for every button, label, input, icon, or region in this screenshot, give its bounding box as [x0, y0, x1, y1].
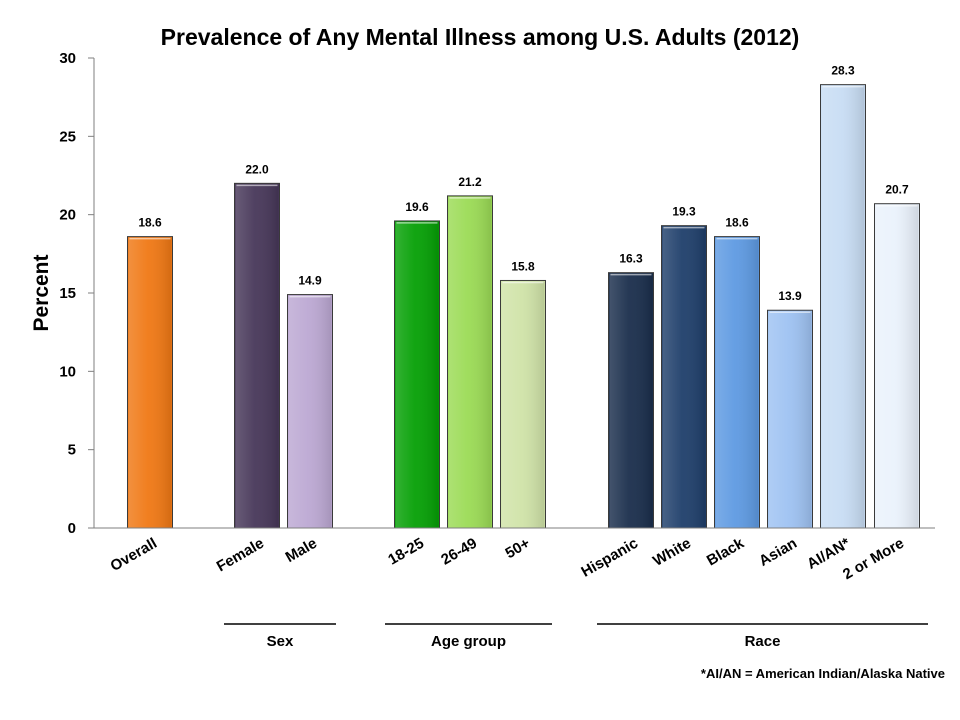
- data-label: 20.7: [885, 183, 909, 197]
- bar-highlight: [662, 226, 706, 528]
- x-tick-label: Asian: [756, 535, 800, 570]
- data-label: 22.0: [245, 162, 269, 176]
- y-tick-label: 25: [59, 128, 76, 145]
- x-tick-label: Overall: [107, 535, 160, 575]
- x-tick-label: 18-25: [385, 535, 427, 569]
- bar-highlight: [875, 204, 919, 528]
- data-label: 28.3: [831, 64, 855, 78]
- bar-highlight: [715, 237, 759, 528]
- y-tick-label: 20: [59, 207, 76, 224]
- axis-lines: [93, 58, 935, 529]
- bar-highlight: [128, 237, 172, 528]
- group-label: Sex: [267, 633, 294, 650]
- bar-highlight: [609, 273, 653, 528]
- bar-highlight: [288, 295, 332, 528]
- data-label: 19.3: [672, 205, 696, 219]
- data-label: 16.3: [619, 252, 643, 266]
- y-axis-label: Percent: [30, 254, 53, 331]
- bar-highlight: [821, 85, 865, 528]
- data-label: 18.6: [138, 216, 162, 230]
- data-label: 21.2: [458, 175, 482, 189]
- y-tick-label: 30: [59, 50, 76, 67]
- data-label: 14.9: [298, 274, 322, 288]
- data-label: 18.6: [725, 216, 749, 230]
- bar-highlight: [235, 184, 279, 529]
- data-label: 19.6: [405, 200, 429, 214]
- x-axis: Overall Female Male 18-25 26-49 50+ Hispanic Wh…: [107, 534, 907, 583]
- bar-highlight: [448, 196, 492, 528]
- bars: 18.6 22.0 14.9 19.6 21.2 15.8 16.3 19.3 18.6 13.9…: [127, 64, 920, 529]
- x-tick-label: Male: [283, 535, 320, 566]
- y-axis: 0 5 10 15 20 25 30: [59, 50, 94, 537]
- data-label: 15.8: [511, 259, 535, 273]
- y-tick-label: 15: [59, 285, 76, 302]
- y-tick-label: 0: [68, 520, 76, 537]
- x-tick-label: Black: [704, 534, 748, 569]
- chart-title: Prevalence of Any Mental Illness among U…: [161, 24, 800, 50]
- y-tick-label: 10: [59, 363, 76, 380]
- bar-highlight: [501, 281, 545, 528]
- bar-highlight: [768, 311, 812, 528]
- x-tick-label: White: [650, 535, 694, 570]
- x-tick-label: 2 or More: [840, 535, 907, 583]
- group-label: Race: [745, 633, 781, 650]
- data-label: 13.9: [778, 289, 802, 303]
- group-label: Age group: [431, 633, 506, 650]
- footnote: *AI/AN = American Indian/Alaska Native: [701, 666, 945, 681]
- category-groups: Sex Age group Race: [224, 623, 928, 650]
- y-tick-label: 5: [68, 442, 76, 459]
- x-tick-label: 50+: [502, 535, 533, 563]
- x-tick-label: Female: [214, 535, 267, 576]
- bar-highlight: [395, 221, 439, 528]
- x-tick-label: 26-49: [438, 535, 480, 569]
- x-tick-label: Hispanic: [578, 535, 641, 581]
